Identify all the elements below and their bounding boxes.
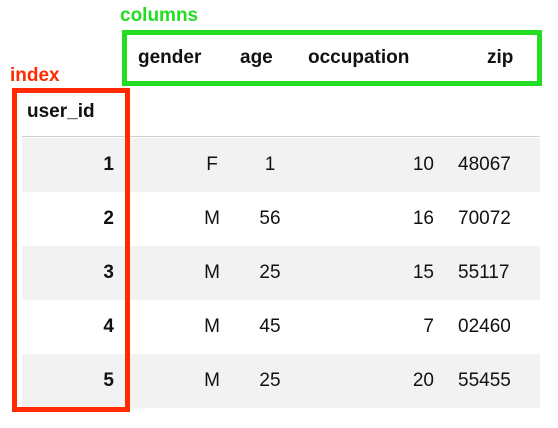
occupation-cell: 15: [412, 262, 434, 283]
gender-cell: M: [204, 316, 220, 337]
table-row: 3 M 25 15 55117: [22, 246, 540, 300]
age-cell: 25: [259, 370, 281, 391]
column-header-occupation: occupation: [308, 47, 410, 68]
gender-cell: M: [204, 370, 220, 391]
table-row: 2 M 56 16 70072: [22, 192, 540, 246]
column-header-zip: zip: [487, 47, 514, 68]
index-annotation-label: index: [10, 65, 60, 86]
column-header-gender: gender: [138, 47, 202, 68]
zip-cell: 55455: [458, 370, 511, 391]
age-cell: 1: [264, 154, 276, 175]
gender-cell: M: [204, 208, 220, 229]
occupation-cell: 20: [412, 370, 434, 391]
age-cell: 25: [259, 262, 281, 283]
zip-cell: 48067: [458, 154, 511, 175]
zip-cell: 02460: [458, 316, 511, 337]
age-cell: 56: [259, 208, 281, 229]
zip-cell: 55117: [458, 262, 510, 283]
occupation-cell: 10: [412, 154, 434, 175]
zip-cell: 70072: [458, 208, 511, 229]
index-name-header: user_id: [27, 101, 95, 122]
table-row: 1 F 1 10 48067: [22, 138, 540, 192]
header-divider: [22, 136, 540, 137]
occupation-cell: 7: [423, 316, 434, 337]
row-index-cell: 3: [103, 262, 114, 283]
age-cell: 45: [259, 316, 281, 337]
table-row: 5 M 25 20 55455: [22, 354, 540, 408]
columns-annotation-label: columns: [120, 5, 199, 26]
row-index-cell: 5: [103, 370, 114, 391]
row-index-cell: 2: [103, 208, 114, 229]
table-row: 4 M 45 7 02460: [22, 300, 540, 354]
row-index-cell: 1: [103, 154, 114, 175]
occupation-cell: 16: [412, 208, 434, 229]
row-index-cell: 4: [103, 316, 114, 337]
gender-cell: F: [206, 154, 218, 175]
gender-cell: M: [204, 262, 220, 283]
column-header-age: age: [240, 47, 273, 68]
